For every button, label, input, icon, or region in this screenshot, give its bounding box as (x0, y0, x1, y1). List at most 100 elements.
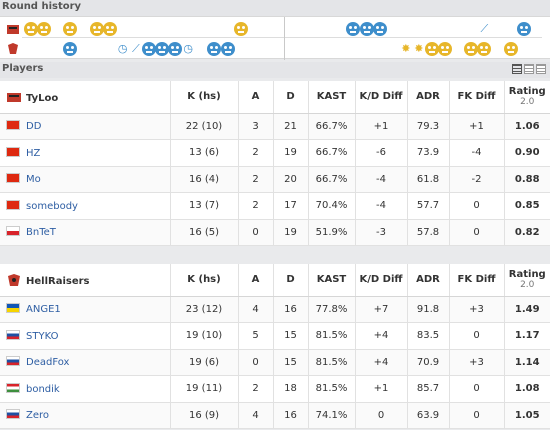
round-skull-icon (372, 22, 387, 36)
kast-cell: 66.7% (308, 166, 356, 193)
round-history-bottom-row: ◷ ⟋ ◷ ✸ ✸ (0, 39, 550, 59)
deaths-cell: 15 (273, 322, 309, 350)
adr-cell: 85.7 (407, 375, 450, 403)
fk-diff-cell: +3 (449, 296, 505, 323)
players-title: Players (2, 63, 44, 74)
view-list-icon[interactable] (512, 64, 522, 74)
header-assists: A (238, 81, 274, 114)
team-separator (0, 253, 550, 264)
kd-diff-cell: 0 (355, 402, 408, 429)
deaths-cell: 16 (273, 402, 309, 429)
assists-cell: 2 (238, 166, 274, 193)
kast-cell: 77.8% (308, 296, 356, 323)
kd-diff-cell: +4 (355, 322, 408, 350)
adr-cell: 91.8 (407, 296, 450, 323)
player-row: DeadFox 19 (6) 0 15 81.5% +4 70.9 +3 1.14 (0, 349, 550, 376)
country-flag-icon (6, 226, 20, 237)
round-skull-icon (141, 42, 156, 56)
kills-cell: 16 (4) (170, 166, 239, 193)
header-fk-diff: FK Diff (449, 81, 505, 114)
kills-cell: 16 (5) (170, 219, 239, 246)
round-skull-icon (207, 42, 222, 56)
player-name-link[interactable]: HZ (26, 147, 41, 159)
rating-cell: 1.49 (504, 296, 550, 323)
view-compact-icon[interactable] (524, 64, 534, 74)
round-history-top-row: ⟋ (0, 19, 550, 39)
rating-label: Rating (508, 268, 546, 280)
player-name-link[interactable]: bondik (26, 383, 60, 395)
assists-cell: 0 (238, 349, 274, 376)
kd-diff-cell: +1 (355, 375, 408, 403)
round-history-title: Round history (2, 1, 82, 12)
assists-cell: 5 (238, 322, 274, 350)
country-flag-icon (6, 173, 20, 184)
rating-cell: 1.14 (504, 349, 550, 376)
round-history-panel: ⟋ ◷ ⟋ ◷ ✸ ✸ (0, 16, 550, 60)
country-flag-icon (6, 382, 20, 393)
rating-cell: 1.17 (504, 322, 550, 350)
header-kd-diff: K/D Diff (355, 81, 408, 114)
team-header-row: TyLoo K (hs) A D KAST K/D Diff ADR FK Di… (0, 81, 550, 114)
round-defuse-icon: ⟋ (480, 22, 489, 35)
header-rating: Rating 2.0 (504, 81, 550, 114)
deaths-cell: 21 (273, 113, 309, 140)
rating-version: 2.0 (520, 96, 535, 107)
country-flag-icon (6, 356, 20, 367)
player-name-link[interactable]: Mo (26, 174, 41, 186)
round-skull-icon (63, 22, 78, 36)
deaths-cell: 19 (273, 219, 309, 246)
round-skull-icon (477, 42, 492, 56)
round-skull-icon (359, 22, 374, 36)
team-rows: ANGE1 23 (12) 4 16 77.8% +7 91.8 +3 1.49 STYKO 19 … (0, 296, 550, 429)
player-row: BnTeT 16 (5) 0 19 51.9% -3 57.8 0 0.82 (0, 219, 550, 246)
adr-cell: 79.3 (407, 113, 450, 140)
player-name-link[interactable]: ANGE1 (26, 304, 61, 316)
fk-diff-cell: -4 (449, 139, 505, 167)
player-cell: somebody (0, 192, 171, 220)
tyloo-logo-icon (7, 25, 19, 34)
team-name-cell: TyLoo (0, 81, 171, 114)
rating-cell: 1.06 (504, 113, 550, 140)
deaths-cell: 17 (273, 192, 309, 220)
view-detailed-icon[interactable] (536, 64, 546, 74)
fk-diff-cell: 0 (449, 219, 505, 246)
adr-cell: 83.5 (407, 322, 450, 350)
team-name[interactable]: TyLoo (26, 92, 59, 104)
header-kast: KAST (308, 264, 356, 297)
kast-cell: 81.5% (308, 349, 356, 376)
round-skull-icon (220, 42, 235, 56)
kd-diff-cell: +1 (355, 113, 408, 140)
assists-cell: 3 (238, 113, 274, 140)
header-deaths: D (273, 81, 309, 114)
rating-label: Rating (508, 85, 546, 97)
team-name-cell: HellRaisers (0, 264, 171, 297)
country-flag-icon (6, 146, 20, 157)
round-skull-icon (438, 42, 453, 56)
rating-cell: 1.05 (504, 402, 550, 429)
player-name-link[interactable]: BnTeT (26, 227, 56, 239)
kills-cell: 19 (11) (170, 375, 239, 403)
fk-diff-cell: +3 (449, 349, 505, 376)
team-name[interactable]: HellRaisers (26, 275, 90, 287)
round-skull-icon (155, 42, 169, 56)
player-name-link[interactable]: STYKO (26, 330, 59, 342)
rating-cell: 0.90 (504, 139, 550, 167)
player-name-link[interactable]: DeadFox (26, 357, 70, 369)
kast-cell: 81.5% (308, 375, 356, 403)
player-name-link[interactable]: DD (26, 121, 42, 133)
kd-diff-cell: -3 (355, 219, 408, 246)
adr-cell: 57.7 (407, 192, 450, 220)
country-flag-icon (6, 120, 20, 131)
kills-cell: 16 (9) (170, 402, 239, 429)
kast-cell: 70.4% (308, 192, 356, 220)
country-flag-icon (6, 409, 20, 420)
assists-cell: 2 (238, 192, 274, 220)
player-cell: BnTeT (0, 219, 171, 246)
assists-cell: 4 (238, 402, 274, 429)
adr-cell: 57.8 (407, 219, 450, 246)
player-row: HZ 13 (6) 2 19 66.7% -6 73.9 -4 0.90 (0, 139, 550, 167)
header-rating: Rating 2.0 (504, 264, 550, 297)
player-name-link[interactable]: somebody (26, 200, 78, 212)
round-skull-icon (89, 22, 104, 36)
player-name-link[interactable]: Zero (26, 410, 50, 422)
